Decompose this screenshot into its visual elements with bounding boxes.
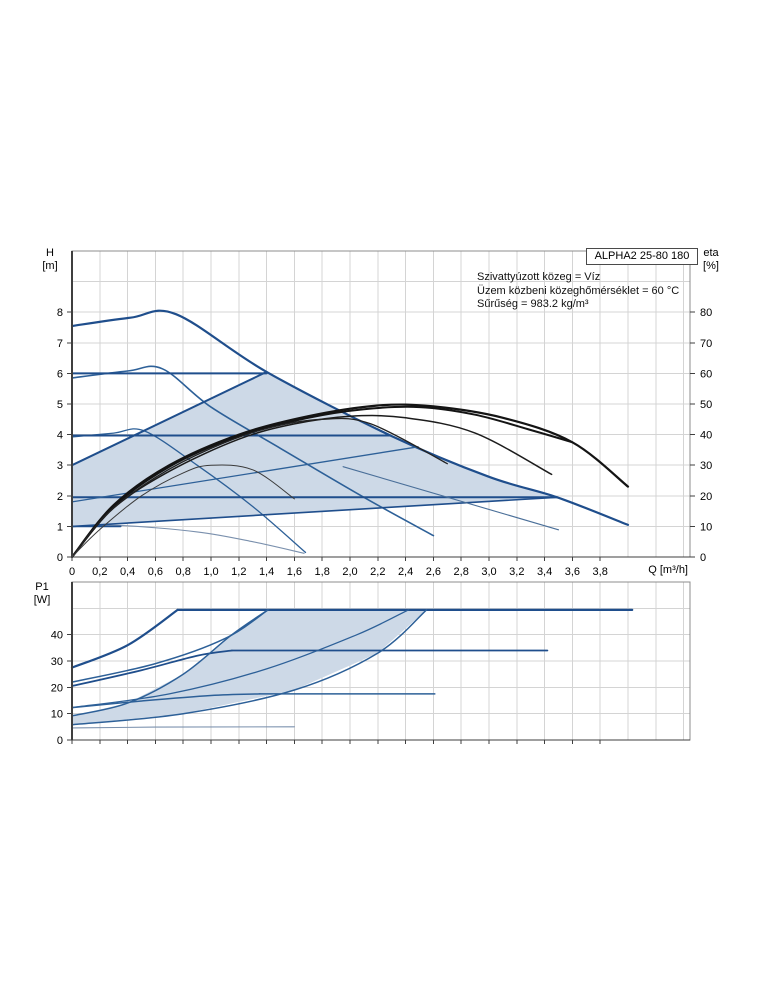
p1-min-curve (71, 726, 295, 729)
p1-rise-b (71, 609, 410, 709)
tick-label: 60 (700, 368, 712, 380)
tick-label: 4 (57, 430, 63, 442)
tick-label: 40 (700, 430, 712, 442)
operating-conditions: Szivattyúzott közeg = Víz Üzem közbeni k… (477, 271, 679, 312)
tick-label: 1,2 (231, 566, 246, 578)
tick-label: 0,8 (176, 566, 191, 578)
tick-label: 30 (700, 460, 712, 472)
tick-label: 2,6 (426, 566, 441, 578)
tick-label: 0,6 (148, 566, 163, 578)
prop-pressure-high (71, 370, 268, 467)
tick-label: 2,4 (398, 566, 413, 578)
prop-pressure-low (71, 496, 558, 528)
power-flow-chart: 0 10 20 30 40 (51, 581, 691, 747)
tick-label: 0,2 (92, 566, 107, 578)
p1-axis-unit-label: [W] (33, 594, 51, 606)
tick-label: 3,4 (537, 566, 552, 578)
min-speed-curve (71, 524, 305, 554)
tick-label: 1,6 (287, 566, 302, 578)
tick-label: 1,0 (203, 566, 218, 578)
tick-label: 3,2 (509, 566, 524, 578)
tick-label: 3,8 (593, 566, 608, 578)
tick-label: 50 (700, 399, 712, 411)
tick-label: 10 (51, 709, 63, 721)
tick-label: 1,4 (259, 566, 274, 578)
eta-curve-2 (71, 405, 574, 558)
p1-axis-label: P1 (35, 581, 49, 593)
p1-rise-a (71, 609, 269, 683)
p1-max-rise (70, 608, 179, 669)
p1-envelope-upper (71, 609, 269, 717)
tick-label: 3,6 (565, 566, 580, 578)
tick-label: 2,8 (454, 566, 469, 578)
p1-speed1-rise (71, 693, 261, 709)
curves-group (70, 608, 634, 729)
head-flow-chart: 0 0,2 0,4 0,6 0,8 1,0 1,2 1,4 1,6 1,8 2,0 2,2 2,4 2,6… (57, 250, 712, 578)
tick-label: 2,2 (370, 566, 385, 578)
h-axis-label: H (46, 247, 54, 259)
axis-ticks (67, 634, 601, 744)
tick-label: 2 (57, 491, 63, 503)
shaded-operating-region (72, 371, 558, 527)
tick-label: 1 (57, 521, 63, 533)
condition-density: Sűrűség = 983.2 kg/m³ (477, 298, 589, 311)
tick-label: 0 (69, 566, 75, 578)
eta-curve-min (71, 464, 295, 558)
tick-label: 1,8 (315, 566, 330, 578)
tick-label: 2,0 (342, 566, 357, 578)
axis-tick-labels: 0 0,2 0,4 0,6 0,8 1,0 1,2 1,4 1,6 1,8 2,0 2,2 2,4 2,6… (57, 307, 712, 578)
q-axis-label: Q [m³/h] (648, 564, 688, 576)
pump-model-title-box: ALPHA2 25-80 180 (586, 248, 698, 265)
tick-label: 70 (700, 338, 712, 350)
p1-envelope-lower (71, 609, 428, 726)
aux-descending-line (342, 466, 560, 531)
tick-label: 3 (57, 460, 63, 472)
tick-label: 40 (51, 630, 63, 642)
tick-label: 0 (57, 735, 63, 747)
h-axis-unit-label: [m] (42, 260, 58, 272)
tick-label: 0 (57, 552, 63, 564)
speed-curve-i (71, 428, 307, 554)
condition-medium: Szivattyúzott közeg = Víz (477, 271, 601, 283)
condition-temperature: Üzem közbeni közeghőmérséklet = 60 °C (477, 284, 680, 297)
eta-curve-max (70, 403, 630, 559)
tick-label: 20 (51, 682, 63, 694)
eta-axis-label: eta (703, 247, 719, 259)
tick-label: 20 (700, 491, 712, 503)
tick-label: 0,4 (120, 566, 135, 578)
tick-label: 80 (700, 307, 712, 319)
p1-speed2-rise (71, 649, 233, 687)
tick-label: 10 (700, 521, 712, 533)
axis-tick-labels: 0 10 20 30 40 (51, 630, 63, 747)
curves-group (70, 309, 630, 559)
tick-label: 0 (700, 552, 706, 564)
tick-label: 6 (57, 368, 63, 380)
tick-label: 8 (57, 307, 63, 319)
axis-ticks (67, 311, 695, 561)
tick-label: 5 (57, 399, 63, 411)
tick-label: 30 (51, 656, 63, 668)
tick-label: 7 (57, 338, 63, 350)
eta-axis-unit-label: [%] (703, 260, 719, 272)
tick-label: 3,0 (481, 566, 496, 578)
eta-curve-4 (71, 417, 448, 558)
